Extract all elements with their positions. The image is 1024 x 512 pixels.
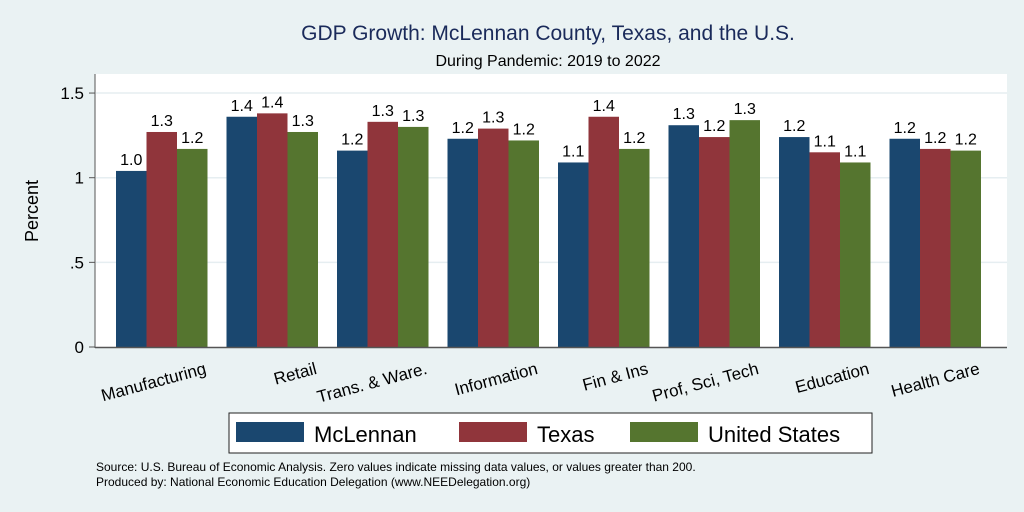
- x-tick-label: Health Care: [889, 359, 982, 401]
- bar-texas: [478, 128, 509, 347]
- bar-mclennan: [558, 162, 589, 347]
- bar-united-states: [177, 148, 208, 347]
- data-label: 1.4: [261, 94, 283, 111]
- data-label: 1.4: [231, 98, 253, 115]
- bar-mclennan: [889, 138, 920, 347]
- bar-texas: [699, 137, 730, 347]
- legend-label: Texas: [537, 422, 594, 447]
- bar-united-states: [398, 126, 429, 347]
- data-label: 1.4: [593, 98, 615, 115]
- x-tick-label: Information: [453, 359, 540, 399]
- x-tick-label: Manufacturing: [99, 359, 208, 405]
- bar-united-states: [619, 148, 650, 347]
- data-label: 1.2: [703, 118, 725, 135]
- chart-subtitle: During Pandemic: 2019 to 2022: [435, 53, 660, 70]
- data-label: 1.2: [924, 130, 946, 147]
- data-label: 1.3: [292, 113, 314, 130]
- bar-mclennan: [116, 170, 147, 347]
- bar-texas: [146, 131, 177, 347]
- source-note: Source: U.S. Bureau of Economic Analysis…: [96, 460, 696, 474]
- bar-texas: [920, 148, 951, 347]
- bar-texas: [809, 152, 840, 347]
- y-tick-label: 0: [75, 338, 84, 357]
- x-tick-label: Prof, Sci, Tech: [650, 359, 760, 406]
- legend-swatch: [459, 422, 527, 442]
- bar-texas: [257, 113, 288, 347]
- chart-title: GDP Growth: McLennan County, Texas, and …: [301, 22, 795, 45]
- data-label: 1.3: [372, 103, 394, 120]
- legend-swatch: [630, 422, 698, 442]
- data-label: 1.3: [673, 106, 695, 123]
- data-label: 1.2: [341, 132, 363, 149]
- data-label: 1.1: [814, 133, 836, 150]
- y-tick-label: .5: [70, 253, 84, 272]
- data-label: 1.1: [844, 143, 866, 160]
- bar-united-states: [950, 150, 981, 347]
- legend: McLennan Texas United States: [228, 412, 873, 454]
- bar-united-states: [508, 140, 539, 347]
- legend-label: United States: [708, 422, 840, 447]
- bar-mclennan: [337, 150, 368, 347]
- data-label: 1.1: [562, 143, 584, 160]
- y-axis-label: Percent: [22, 180, 42, 242]
- bar-united-states: [729, 120, 760, 347]
- x-tick-label: Retail: [272, 359, 319, 389]
- bar-mclennan: [779, 137, 810, 347]
- data-label: 1.3: [482, 110, 504, 127]
- data-label: 1.2: [894, 120, 916, 137]
- data-label: 1.2: [783, 118, 805, 135]
- data-label: 1.2: [181, 130, 203, 147]
- data-label: 1.3: [151, 113, 173, 130]
- x-tick-label: Education: [793, 359, 871, 397]
- x-tick-label: Fin & Ins: [580, 359, 650, 395]
- data-label: 1.0: [120, 152, 142, 169]
- legend-label: McLennan: [314, 422, 417, 447]
- bar-mclennan: [447, 138, 478, 347]
- data-label: 1.2: [452, 120, 474, 137]
- data-label: 1.3: [734, 101, 756, 118]
- data-label: 1.2: [955, 132, 977, 149]
- bar-mclennan: [226, 116, 257, 347]
- legend-swatch: [236, 422, 304, 442]
- bar-united-states: [287, 131, 318, 347]
- produced-by-note: Produced by: National Economic Education…: [96, 475, 530, 489]
- bar-mclennan: [668, 125, 699, 347]
- x-tick-label: Trans. & Ware.: [315, 359, 429, 407]
- data-label: 1.2: [623, 130, 645, 147]
- bar-texas: [367, 121, 398, 348]
- legend-box: [228, 412, 873, 454]
- data-label: 1.3: [402, 108, 424, 125]
- y-tick-label: 1.5: [60, 84, 84, 103]
- bar-united-states: [840, 162, 871, 347]
- bar-texas: [588, 116, 619, 347]
- data-label: 1.2: [513, 121, 535, 138]
- y-tick-label: 1: [75, 169, 84, 188]
